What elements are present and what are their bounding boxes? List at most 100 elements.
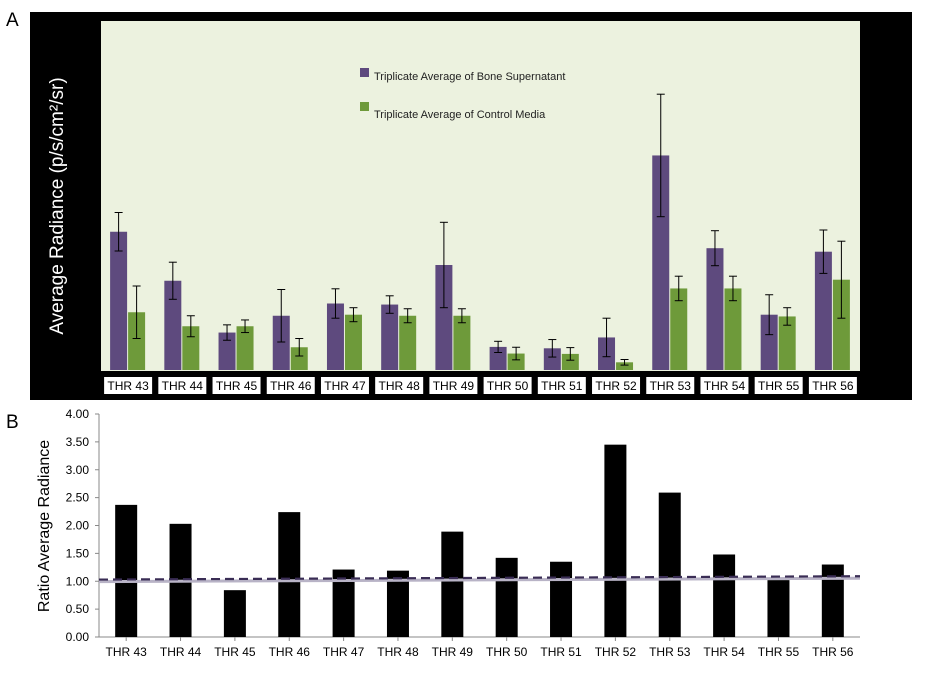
control-error-bar-thr-46 <box>295 338 304 357</box>
panel-a-category-label-box <box>212 377 261 394</box>
panel-a-category-label-box <box>375 377 424 394</box>
bone-error-bar-thr-43 <box>114 212 123 252</box>
bone-error-bar-thr-55 <box>765 294 774 336</box>
reference-line-shadow <box>98 576 861 584</box>
panel-b-y-tick-label: 0.00 <box>66 630 90 644</box>
panel-a-category-label: THR 46 <box>270 379 312 393</box>
ratio-bar-thr-45 <box>223 590 246 637</box>
control-error-bar-thr-52 <box>620 359 629 366</box>
control-bar-thr-51 <box>561 353 579 370</box>
legend-label-bone: Triplicate Average of Bone Supernatant <box>374 71 565 83</box>
panel-a-bars <box>110 155 850 370</box>
panel-b-y-tick-labels: 0.00 0.50 1.00 1.50 2.00 2.50 3.00 3.50 4.00 <box>66 407 90 644</box>
ratio-bar-thr-48 <box>386 570 409 637</box>
bone-bar-thr-47 <box>326 303 344 370</box>
ratio-bar-thr-55 <box>767 580 790 637</box>
bone-bar-thr-51 <box>543 348 561 370</box>
panel-a-category-labels: THR 43 THR 44 THR 45 THR 46 THR 47 THR 48 THR … <box>104 377 857 394</box>
bone-error-bar-thr-53 <box>656 93 665 218</box>
bone-bar-thr-43 <box>110 231 128 370</box>
panel-a-category-label-box <box>158 377 207 394</box>
panel-b-y-tick-label: 4.00 <box>66 407 90 421</box>
control-error-bar-thr-43 <box>132 285 141 339</box>
bone-bar-thr-53 <box>652 155 670 370</box>
bone-error-bar-thr-52 <box>602 317 611 358</box>
panel-b-category-label: THR 51 <box>540 645 582 659</box>
panel-b-y-tick-label: 1.50 <box>66 546 90 560</box>
bone-error-bar-thr-44 <box>168 261 177 300</box>
bone-error-bar-thr-51 <box>548 339 557 358</box>
panel-a-label: A <box>6 10 19 31</box>
panel-b-category-label: THR 48 <box>377 645 419 659</box>
panel-b-y-tick-label: 0.50 <box>66 602 90 616</box>
bone-error-bar-thr-49 <box>439 221 448 309</box>
control-bar-thr-54 <box>724 288 742 370</box>
ratio-bar-thr-52 <box>604 444 627 637</box>
control-error-bar-thr-48 <box>403 308 412 324</box>
panel-b-y-tick-label: 1.00 <box>66 574 90 588</box>
panel-a-category-label: THR 51 <box>541 379 583 393</box>
ratio-bar-thr-50 <box>495 557 518 637</box>
panel-a-category-label: THR 54 <box>704 379 746 393</box>
control-bar-thr-55 <box>778 316 796 370</box>
panel-b-category-label: THR 53 <box>649 645 691 659</box>
bone-error-bar-thr-47 <box>331 288 340 319</box>
panel-a-category-label-box <box>266 377 315 394</box>
panel-a-category-label: THR 55 <box>758 379 800 393</box>
control-error-bar-thr-45 <box>241 319 250 334</box>
panel-b-category-label: THR 46 <box>269 645 311 659</box>
control-error-bar-thr-47 <box>349 307 358 323</box>
panel-b-category-label: THR 56 <box>812 645 854 659</box>
control-bar-thr-44 <box>182 326 200 370</box>
legend-swatch-control <box>360 102 369 111</box>
panel-a-category-label: THR 48 <box>379 379 421 393</box>
control-error-bar-thr-50 <box>512 346 521 361</box>
ratio-bar-thr-56 <box>821 564 844 637</box>
panel-a-category-label-box <box>808 377 857 394</box>
panel-b-axes <box>95 413 860 641</box>
panel-a-category-label-box <box>592 377 641 394</box>
panel-a-category-label: THR 49 <box>433 379 475 393</box>
panel-a-y-axis-label: Average Radiance (p/s/cm²/sr) <box>47 77 68 334</box>
control-error-bar-thr-53 <box>674 275 683 302</box>
ratio-bar-thr-49 <box>441 531 464 637</box>
panel-b-category-labels: THR 43 THR 44 THR 45 THR 46 THR 47 THR 48 THR … <box>106 645 854 659</box>
panel-b-category-label: THR 43 <box>106 645 148 659</box>
control-bar-thr-47 <box>344 314 362 370</box>
control-error-bar-thr-56 <box>837 240 846 319</box>
panel-b-y-tick-label: 3.00 <box>66 463 90 477</box>
panel-a-error-bars <box>114 93 846 366</box>
control-error-bar-thr-51 <box>566 347 575 361</box>
panel-a-category-label: THR 47 <box>324 379 366 393</box>
panel-a-category-label: THR 56 <box>812 379 854 393</box>
panel-b-y-axis-label: Ratio Average Radiance <box>36 440 53 612</box>
bone-bar-thr-48 <box>381 304 399 370</box>
panel-b-category-label: THR 44 <box>160 645 202 659</box>
panel-a-legend: Triplicate Average of Bone Supernatant T… <box>360 68 565 121</box>
ratio-bar-thr-43 <box>115 504 138 637</box>
control-error-bar-thr-54 <box>728 275 737 302</box>
panel-a-category-label: THR 52 <box>595 379 637 393</box>
ratio-bar-thr-51 <box>550 561 573 637</box>
panel-b-reference-line <box>98 575 861 584</box>
control-bar-thr-49 <box>453 315 471 370</box>
bone-error-bar-thr-54 <box>710 230 719 267</box>
panel-a-category-label-box <box>104 377 153 394</box>
control-bar-thr-43 <box>128 312 146 370</box>
ratio-bar-thr-54 <box>713 554 736 637</box>
bone-bar-thr-45 <box>218 332 236 370</box>
panel-b-category-label: THR 52 <box>595 645 637 659</box>
bone-error-bar-thr-45 <box>223 324 232 341</box>
panel-b-category-label: THR 55 <box>758 645 800 659</box>
control-bar-thr-56 <box>832 279 850 370</box>
bone-error-bar-thr-48 <box>385 295 394 314</box>
bone-bar-thr-50 <box>489 346 507 370</box>
panel-a-category-label-box <box>646 377 695 394</box>
ratio-bar-thr-47 <box>332 569 355 637</box>
bone-bar-thr-46 <box>272 315 290 370</box>
panel-b-label: B <box>6 412 19 433</box>
panel-b-category-label: THR 50 <box>486 645 528 659</box>
panel-b-category-label: THR 49 <box>432 645 474 659</box>
